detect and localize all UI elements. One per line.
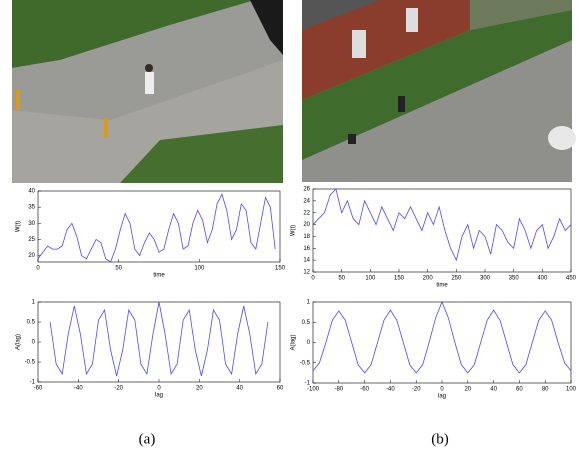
plot-frame	[38, 302, 280, 382]
x-tick-label: 50	[115, 266, 122, 272]
x-tick-label: 450	[566, 276, 577, 282]
x-tick-label: 300	[480, 276, 491, 282]
figure: (a) (b) 0501001502025303540timeW(t)-60-4…	[0, 0, 583, 458]
y-tick-label: 14	[303, 258, 310, 264]
y-tick-label: 20	[303, 222, 310, 228]
x-tick-label: 60	[516, 387, 523, 393]
x-tick-label: -80	[334, 387, 343, 393]
y-tick-label: 12	[303, 270, 310, 276]
x-tick-label: 0	[157, 386, 161, 392]
plot-frame	[313, 189, 571, 272]
x-tick-label: 40	[236, 386, 243, 392]
x-tick-label: -60	[360, 387, 369, 393]
photo-a	[12, 0, 283, 183]
x-tick-label: 80	[542, 387, 549, 393]
x-tick-label: 400	[537, 276, 548, 282]
x-axis-label: lag	[438, 394, 446, 400]
y-axis-label: W(t)	[16, 221, 22, 232]
x-tick-label: 0	[36, 266, 40, 272]
x-tick-label: -60	[34, 386, 43, 392]
y-tick-label: 30	[28, 221, 35, 227]
y-tick-label: -0.5	[25, 360, 36, 366]
y-tick-label: 0.5	[27, 320, 36, 326]
x-tick-label: -100	[307, 387, 320, 393]
x-tick-label: 100	[365, 276, 376, 282]
x-tick-label: -40	[386, 387, 395, 393]
x-axis-label: time	[436, 283, 448, 289]
y-tick-label: 0.5	[302, 320, 311, 326]
y-tick-label: 1	[307, 300, 311, 306]
x-tick-label: -20	[412, 387, 421, 393]
y-tick-label: 22	[303, 210, 310, 216]
y-axis-label: A(lag)	[16, 334, 22, 350]
y-tick-label: 25	[28, 237, 35, 243]
data-line	[313, 302, 571, 373]
y-tick-label: 26	[303, 187, 310, 193]
x-axis-label: lag	[155, 393, 163, 399]
x-tick-label: 150	[275, 266, 286, 272]
x-tick-label: 60	[277, 386, 284, 392]
x-tick-label: 20	[196, 386, 203, 392]
x-tick-label: 50	[338, 276, 345, 282]
x-tick-label: 40	[490, 387, 497, 393]
data-line	[38, 194, 275, 262]
x-axis-label: time	[153, 273, 165, 279]
y-tick-label: 20	[28, 253, 35, 259]
x-tick-label: 200	[423, 276, 434, 282]
y-axis-label: A(lag)	[291, 334, 297, 350]
y-tick-label: -0.5	[300, 360, 311, 366]
x-tick-label: -40	[74, 386, 83, 392]
x-tick-label: 150	[394, 276, 405, 282]
y-axis-label: W(t)	[291, 225, 297, 236]
y-tick-label: -1	[305, 381, 311, 387]
y-tick-label: 24	[303, 198, 310, 204]
x-tick-label: 100	[194, 266, 205, 272]
caption: (b)	[431, 431, 449, 447]
y-tick-label: 16	[303, 246, 310, 252]
y-tick-label: 1	[32, 300, 36, 306]
photo-b	[302, 0, 576, 182]
data-line	[313, 189, 571, 260]
y-tick-label: -1	[30, 380, 36, 386]
x-tick-label: 350	[509, 276, 520, 282]
x-tick-label: 100	[566, 387, 577, 393]
y-tick-label: 40	[28, 189, 35, 195]
y-tick-label: 0	[307, 340, 311, 346]
x-tick-label: 0	[440, 387, 444, 393]
data-line	[50, 302, 268, 376]
y-tick-label: 0	[32, 340, 36, 346]
y-tick-label: 18	[303, 234, 310, 240]
caption: (a)	[139, 431, 156, 447]
x-tick-label: 20	[464, 387, 471, 393]
x-tick-label: 0	[311, 276, 315, 282]
x-tick-label: 250	[451, 276, 462, 282]
y-tick-label: 35	[28, 205, 35, 211]
x-tick-label: -20	[114, 386, 123, 392]
